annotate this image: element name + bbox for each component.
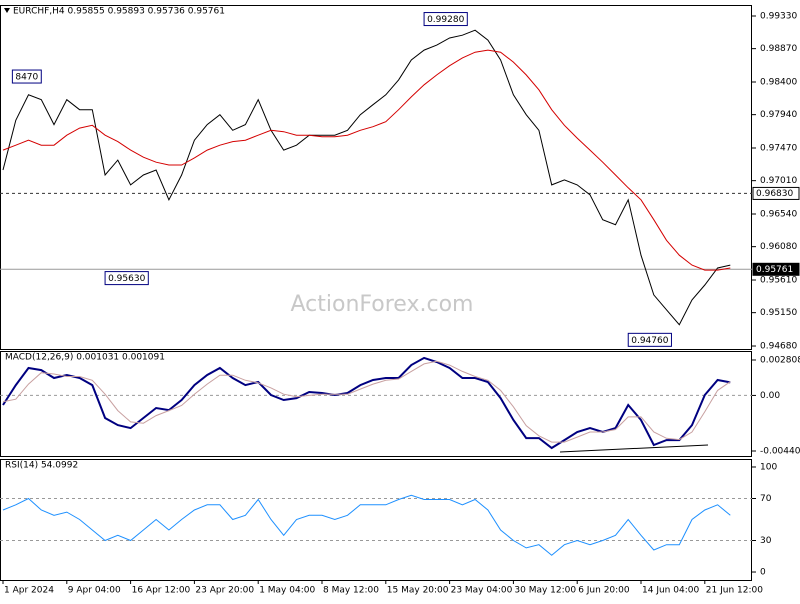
series-line: [2, 356, 731, 450]
y-tick-label: 0.002808: [760, 355, 800, 365]
price-label-box: [752, 186, 800, 200]
x-tick-label: 21 Jun 12:00: [706, 586, 763, 596]
y-tick-label: 70: [760, 494, 772, 504]
y-tick-label: 0.97010: [760, 176, 797, 186]
annotation-label: 8470: [15, 73, 38, 83]
panel-frame: [0, 459, 752, 581]
price-label: 0.96830: [756, 189, 793, 199]
annotation-label: 0.99280: [427, 15, 464, 25]
annotation-label: 0.94760: [631, 336, 668, 346]
annotation: 0.95630: [104, 271, 149, 286]
x-tick-label: 15 May 20:00: [387, 586, 449, 596]
x-tick-label: 1 May 04:00: [259, 586, 315, 596]
x-tick-label: 23 May 04:00: [451, 586, 513, 596]
y-tick-label: 0.97470: [760, 144, 797, 154]
annotation-label: 0.95630: [108, 274, 145, 284]
x-tick-label: 16 Apr 12:00: [132, 586, 191, 596]
panel-title: EURCHF,H4 0.95855 0.95893 0.95736 0.9576…: [13, 7, 225, 17]
annotation: 0.99280: [423, 12, 468, 27]
annotation-box: [104, 271, 149, 286]
panel-frame: [0, 351, 752, 457]
x-tick-label: 1 Apr 2024: [4, 586, 54, 596]
series-line: [2, 29, 731, 326]
y-tick-label: 0.95610: [760, 276, 797, 286]
y-tick-label: 0.96080: [760, 242, 797, 252]
y-tick-label: 0.98400: [760, 78, 797, 88]
x-tick-label: 8 May 12:00: [323, 586, 379, 596]
x-tick-label: 6 Jun 20:00: [578, 586, 630, 596]
x-tick-label: 14 Jun 04:00: [642, 586, 699, 596]
series-line: [2, 360, 731, 443]
price-label: 0.95761: [756, 265, 793, 275]
y-tick-label: 100: [760, 462, 777, 472]
series-line: [2, 49, 731, 271]
x-tick-label: 9 Apr 04:00: [68, 586, 121, 596]
annotation: 0.94760: [627, 332, 672, 347]
panel-frame: [0, 5, 752, 350]
series-line: [2, 494, 731, 556]
annotation-box: [11, 69, 42, 84]
x-tick-label: 23 Apr 20:00: [195, 586, 254, 596]
y-tick-label: 0.97940: [760, 110, 797, 120]
annotation-box: [627, 332, 672, 347]
y-tick-label: 0.00: [760, 391, 780, 401]
panel-title: MACD(12,26,9) 0.001031 0.001091: [5, 353, 165, 363]
divergence-line: [559, 444, 709, 453]
y-tick-label: 0.94680: [760, 342, 797, 352]
annotation: 8470: [11, 69, 42, 84]
y-tick-label: 30: [760, 536, 772, 546]
y-tick-label: 0: [760, 568, 766, 578]
watermark: ActionForex.com: [291, 292, 474, 317]
price-label-box: [752, 262, 800, 276]
annotation-box: [423, 12, 468, 27]
y-tick-label: -0.004404: [760, 447, 800, 457]
x-tick-label: 30 May 12:00: [514, 586, 576, 596]
y-tick-label: 0.95150: [760, 308, 797, 318]
title-icon: [4, 8, 10, 13]
y-tick-label: 0.99330: [760, 12, 797, 22]
y-tick-label: 0.98870: [760, 44, 797, 54]
panel-title: RSI(14) 54.0992: [5, 461, 78, 471]
y-tick-label: 0.96540: [760, 210, 797, 220]
